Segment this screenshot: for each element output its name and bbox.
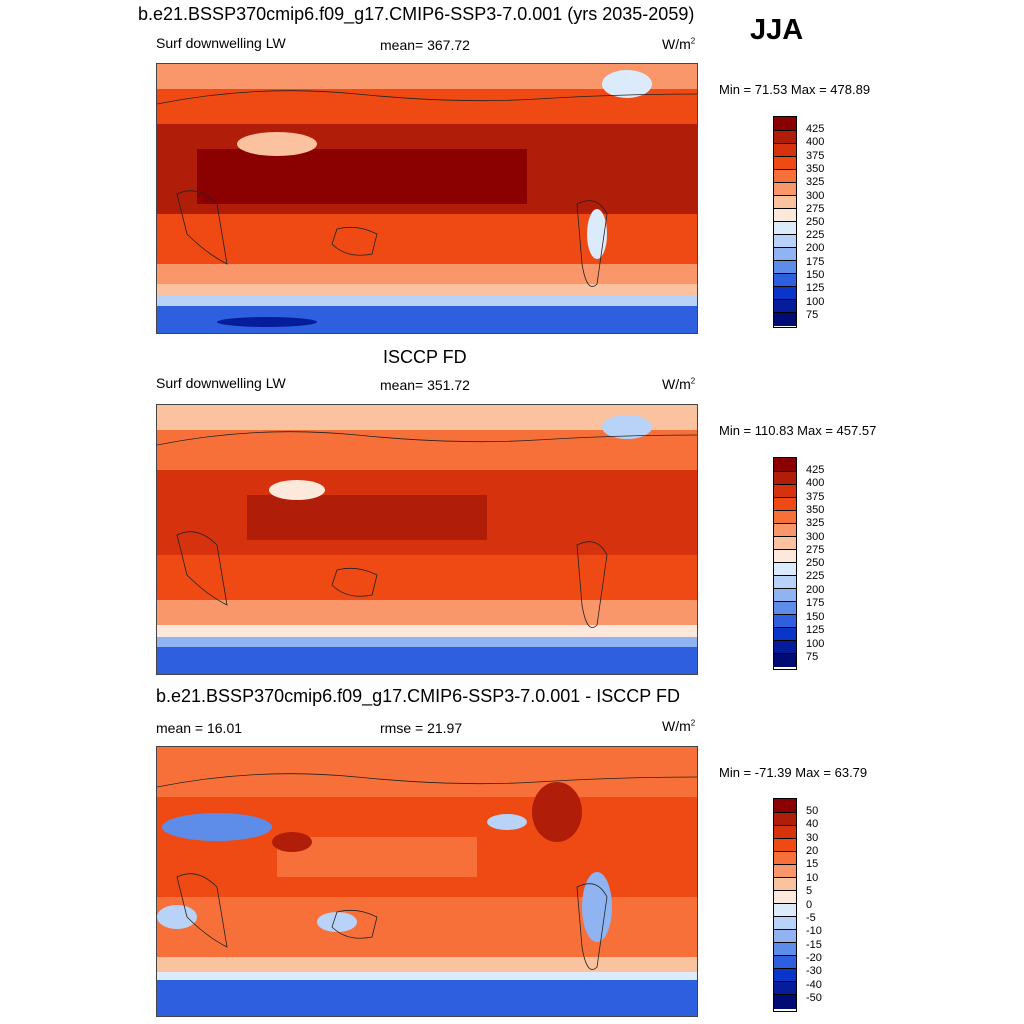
- cb1-label: 75: [806, 309, 819, 321]
- cb3-label: -10: [806, 925, 822, 937]
- cb1-label: 100: [806, 296, 825, 308]
- cb3-label: -30: [806, 965, 822, 977]
- cb2-label: 400: [806, 477, 825, 489]
- panel3-map: [156, 746, 698, 1017]
- cb3-label: 5: [806, 885, 813, 897]
- cb3-label: -5: [806, 912, 816, 924]
- cb1-label: 225: [806, 229, 825, 241]
- panel2-minmax: Min = 110.83 Max = 457.57: [719, 423, 877, 438]
- panel2-title: ISCCP FD: [383, 347, 467, 367]
- cb2-label: 250: [806, 557, 825, 569]
- cb1-label: 125: [806, 282, 825, 294]
- cb2-label: 125: [806, 624, 825, 636]
- panel3-colorbar: [773, 798, 797, 1012]
- cb1-label: 150: [806, 269, 825, 281]
- cb3-label: -20: [806, 952, 822, 964]
- cb1-label: 175: [806, 256, 825, 268]
- panel3-mean: mean = 16.01: [156, 720, 243, 736]
- cb1-label: 425: [806, 123, 825, 135]
- cb2-label: 150: [806, 611, 825, 623]
- cb2-label: 300: [806, 531, 825, 543]
- season-label: JJA: [750, 14, 804, 46]
- panel2-variable: Surf downwelling LW: [156, 375, 286, 391]
- cb2-label: 325: [806, 517, 825, 529]
- cb2-label: 350: [806, 504, 825, 516]
- panel2-map: [156, 404, 698, 675]
- figure-title: b.e21.BSSP370cmip6.f09_g17.CMIP6-SSP3-7.…: [138, 4, 695, 24]
- panel3-title: b.e21.BSSP370cmip6.f09_g17.CMIP6-SSP3-7.…: [156, 686, 680, 706]
- cb2-label: 175: [806, 597, 825, 609]
- cb2-label: 275: [806, 544, 825, 556]
- cb3-label: -15: [806, 939, 822, 951]
- cb2-label: 75: [806, 651, 819, 663]
- cb1-label: 375: [806, 150, 825, 162]
- panel3-minmax: Min = -71.39 Max = 63.79: [719, 765, 868, 780]
- panel2-mean: mean= 351.72: [380, 377, 470, 393]
- cb2-label: 200: [806, 584, 825, 596]
- cb1-label: 200: [806, 242, 825, 254]
- panel1-colorbar: [773, 116, 797, 328]
- panel2-units: W/m2: [662, 376, 696, 392]
- cb3-label: 40: [806, 818, 819, 830]
- cb1-label: 300: [806, 190, 825, 202]
- cb2-label: 100: [806, 638, 825, 650]
- panel1-mean: mean= 367.72: [380, 37, 470, 53]
- cb2-label: 375: [806, 491, 825, 503]
- panel2-colorbar: [773, 457, 797, 670]
- cb2-label: 225: [806, 570, 825, 582]
- panel1-minmax: Min = 71.53 Max = 478.89: [719, 82, 871, 97]
- cb1-label: 400: [806, 136, 825, 148]
- cb1-label: 275: [806, 203, 825, 215]
- cb3-label: 50: [806, 805, 819, 817]
- panel1-map: [156, 63, 698, 334]
- cb3-label: -50: [806, 992, 822, 1004]
- cb1-label: 250: [806, 216, 825, 228]
- cb3-label: 30: [806, 832, 819, 844]
- cb3-label: 20: [806, 845, 819, 857]
- cb3-label: 15: [806, 858, 819, 870]
- panel1-variable: Surf downwelling LW: [156, 35, 286, 51]
- cb2-label: 425: [806, 464, 825, 476]
- cb1-label: 350: [806, 163, 825, 175]
- cb3-label: 10: [806, 872, 819, 884]
- panel3-rmse: rmse = 21.97: [380, 720, 463, 736]
- cb3-label: 0: [806, 899, 813, 911]
- cb3-label: -40: [806, 979, 822, 991]
- panel1-units: W/m2: [662, 36, 696, 52]
- cb1-label: 325: [806, 176, 825, 188]
- panel3-units: W/m2: [662, 718, 696, 734]
